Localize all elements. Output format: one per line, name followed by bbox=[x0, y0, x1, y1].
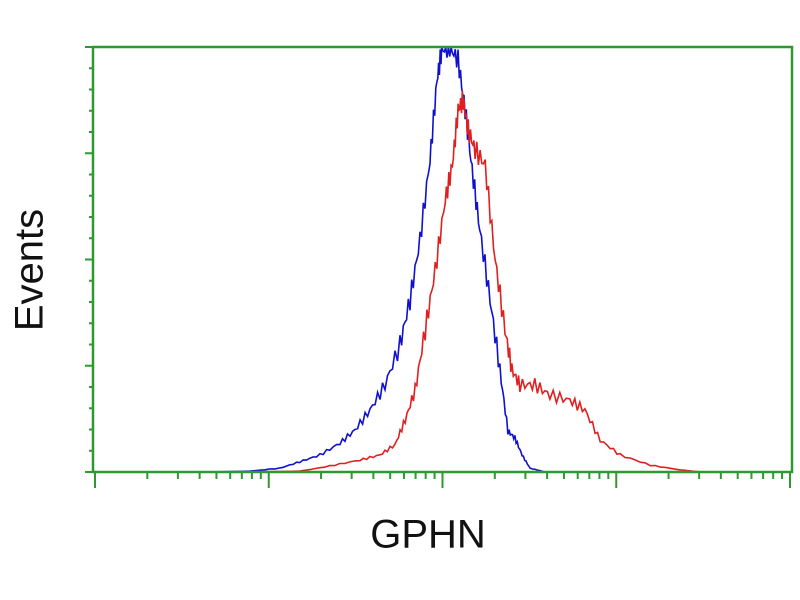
x-axis-label: GPHN bbox=[370, 512, 486, 557]
y-axis-label: Events bbox=[7, 208, 52, 332]
series-line-1 bbox=[210, 46, 580, 473]
series-line-2 bbox=[249, 91, 701, 473]
plot-frame bbox=[91, 45, 794, 474]
